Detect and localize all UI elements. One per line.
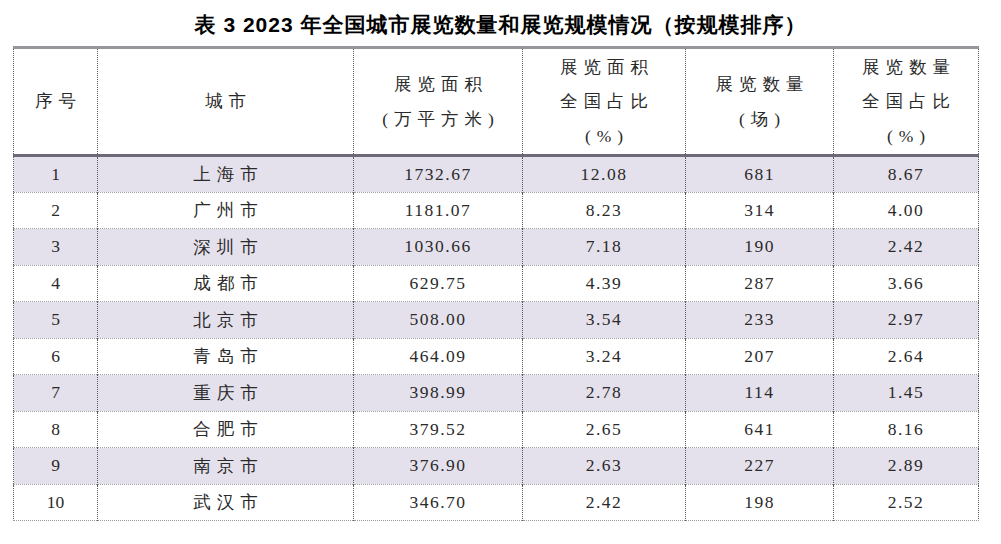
column-header-line: 序号 [14,84,97,118]
column-header-line: (%) [523,119,685,153]
column-header-count: 展览数量(场) [686,48,834,156]
table-cell-area_share: 3.24 [523,338,686,375]
table-cell-count_share: 8.67 [834,156,979,193]
table-header: 序号城市展览面积(万平方米)展览面积全国占比(%)展览数量(场)展览数量全国占比… [14,48,979,156]
table-cell-area_share: 12.08 [523,156,686,193]
table-cell-rank: 10 [14,484,98,521]
table-cell-rank: 3 [14,229,98,266]
column-header-line: 展览数量 [834,50,978,84]
column-header-line: 全国占比 [834,84,978,118]
table-cell-city: 武汉市 [98,484,354,521]
column-header-line: 展览面积 [523,50,685,84]
table-row: 1上海市1732.6712.086818.67 [14,156,979,193]
table-cell-city: 成都市 [98,265,354,302]
table-row: 3深圳市1030.667.181902.42 [14,229,979,266]
table-cell-area_share: 2.65 [523,411,686,448]
table-row: 8合肥市379.522.656418.16 [14,411,979,448]
table-cell-area: 379.52 [354,411,523,448]
table-cell-count: 641 [686,411,834,448]
table-row: 9南京市376.902.632272.89 [14,448,979,485]
table-cell-area: 346.70 [354,484,523,521]
table-cell-rank: 1 [14,156,98,193]
table-cell-count: 207 [686,338,834,375]
table-cell-count_share: 2.97 [834,302,979,339]
table-cell-area_share: 3.54 [523,302,686,339]
table-cell-area_share: 2.42 [523,484,686,521]
table-row: 5北京市508.003.542332.97 [14,302,979,339]
table-cell-area: 1181.07 [354,192,523,229]
table-container: 序号城市展览面积(万平方米)展览面积全国占比(%)展览数量(场)展览数量全国占比… [13,46,978,521]
table-cell-count_share: 3.66 [834,265,979,302]
table-row: 6青岛市464.093.242072.64 [14,338,979,375]
table-cell-count: 227 [686,448,834,485]
table-cell-area_share: 2.78 [523,375,686,412]
table-cell-city: 北京市 [98,302,354,339]
table-cell-count: 233 [686,302,834,339]
table-cell-city: 深圳市 [98,229,354,266]
header-row: 序号城市展览面积(万平方米)展览面积全国占比(%)展览数量(场)展览数量全国占比… [14,48,979,156]
table-cell-count: 198 [686,484,834,521]
column-header-line: (万平方米) [354,102,522,136]
table-cell-area: 1030.66 [354,229,523,266]
table-cell-area: 464.09 [354,338,523,375]
table-cell-rank: 2 [14,192,98,229]
column-header-line: 展览面积 [354,67,522,101]
table-cell-rank: 9 [14,448,98,485]
table-cell-area_share: 7.18 [523,229,686,266]
column-header-area: 展览面积(万平方米) [354,48,523,156]
table-cell-area_share: 2.63 [523,448,686,485]
table-cell-count_share: 2.64 [834,338,979,375]
table-cell-city: 上海市 [98,156,354,193]
table-row: 7重庆市398.992.781141.45 [14,375,979,412]
table-cell-city: 青岛市 [98,338,354,375]
column-header-area_share: 展览面积全国占比(%) [523,48,686,156]
table-cell-city: 广州市 [98,192,354,229]
table-cell-rank: 7 [14,375,98,412]
table-cell-area_share: 4.39 [523,265,686,302]
column-header-line: 城市 [98,84,353,118]
table-cell-area: 508.00 [354,302,523,339]
table-body: 1上海市1732.6712.086818.672广州市1181.078.2331… [14,156,979,521]
table-cell-count: 190 [686,229,834,266]
column-header-line: 全国占比 [523,84,685,118]
table-cell-count_share: 2.42 [834,229,979,266]
table-cell-area: 1732.67 [354,156,523,193]
table-cell-count: 681 [686,156,834,193]
column-header-count_share: 展览数量全国占比(%) [834,48,979,156]
table-cell-count_share: 2.89 [834,448,979,485]
table-cell-count: 314 [686,192,834,229]
column-header-line: 展览数量 [686,67,833,101]
table-cell-count: 287 [686,265,834,302]
table-cell-count_share: 4.00 [834,192,979,229]
table-cell-rank: 4 [14,265,98,302]
table-cell-area: 376.90 [354,448,523,485]
table-cell-count: 114 [686,375,834,412]
exhibition-table: 序号城市展览面积(万平方米)展览面积全国占比(%)展览数量(场)展览数量全国占比… [13,46,979,521]
table-cell-rank: 5 [14,302,98,339]
table-cell-area: 398.99 [354,375,523,412]
table-title: 表 3 2023 年全国城市展览数量和展览规模情况（按规模排序） [0,11,1001,39]
column-header-rank: 序号 [14,48,98,156]
column-header-line: (%) [834,119,978,153]
table-row: 4成都市629.754.392873.66 [14,265,979,302]
table-row: 10武汉市346.702.421982.52 [14,484,979,521]
table-cell-area_share: 8.23 [523,192,686,229]
table-cell-city: 合肥市 [98,411,354,448]
table-cell-area: 629.75 [354,265,523,302]
table-cell-count_share: 1.45 [834,375,979,412]
table-cell-city: 重庆市 [98,375,354,412]
column-header-city: 城市 [98,48,354,156]
table-cell-city: 南京市 [98,448,354,485]
table-cell-rank: 8 [14,411,98,448]
table-cell-count_share: 8.16 [834,411,979,448]
table-cell-rank: 6 [14,338,98,375]
table-row: 2广州市1181.078.233144.00 [14,192,979,229]
table-cell-count_share: 2.52 [834,484,979,521]
column-header-line: (场) [686,102,833,136]
